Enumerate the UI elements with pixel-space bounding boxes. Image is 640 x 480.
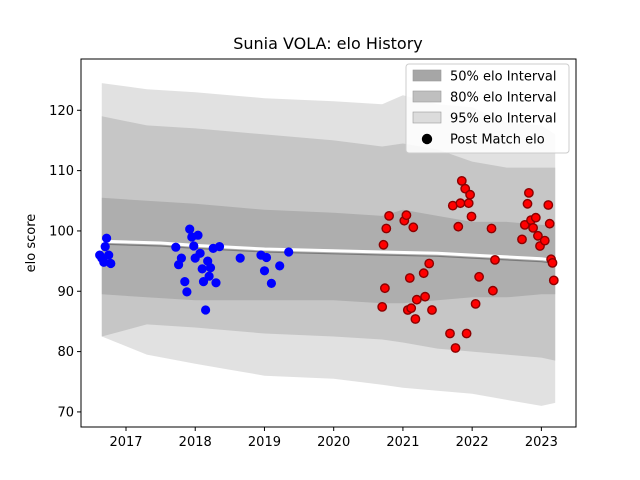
post-match-elo-point <box>522 198 533 209</box>
post-match-elo-point <box>463 198 474 209</box>
x-tick-label: 2017 <box>109 435 142 450</box>
post-match-elo-point <box>533 230 543 241</box>
post-match-elo-point <box>100 242 110 252</box>
axes: 2017 2018 2019 2020 2021 2022 2023 70 80 90 100 110… <box>49 58 577 450</box>
post-match-elo-point <box>453 221 464 232</box>
post-match-elo-point <box>490 254 500 265</box>
post-match-elo-point <box>378 239 389 250</box>
post-match-elo-point <box>470 298 481 309</box>
post-match-elo-point <box>171 242 181 252</box>
legend-dot <box>421 133 433 145</box>
post-match-elo-point <box>261 252 272 263</box>
post-match-elo-point <box>195 248 205 258</box>
post-match-elo-point <box>418 268 429 279</box>
post-match-elo-point <box>204 271 214 281</box>
legend-swatch <box>412 90 442 103</box>
post-match-elo-point <box>176 253 186 263</box>
legend: 50% elo Interval 80% elo Interval 95% elo … <box>405 63 570 154</box>
post-match-elo-point <box>106 258 116 269</box>
x-tick-label: 2020 <box>317 435 350 450</box>
post-match-elo-point <box>524 187 534 198</box>
post-match-elo-point <box>465 189 475 200</box>
post-match-elo-point <box>379 283 390 294</box>
plot-area <box>95 83 559 406</box>
post-match-elo-point <box>450 343 461 353</box>
post-match-elo-point <box>214 242 225 252</box>
post-match-elo-point <box>408 222 419 233</box>
legend-label: 80% elo Interval <box>450 91 557 106</box>
y-tick-label: 110 <box>49 164 74 179</box>
y-tick-label: 90 <box>57 285 74 300</box>
legend-label: Post Match elo <box>450 133 545 148</box>
post-match-elo-point <box>528 222 538 233</box>
post-match-elo-point <box>211 278 221 288</box>
y-tick-label: 70 <box>57 405 74 420</box>
x-tick-label: 2022 <box>456 435 489 450</box>
x-tick-label: 2023 <box>525 435 558 450</box>
post-match-elo-point <box>189 241 199 251</box>
post-match-elo-point <box>235 253 245 263</box>
post-match-elo-point <box>486 223 497 234</box>
post-match-elo-point <box>420 291 430 302</box>
post-match-elo-point <box>466 211 477 222</box>
post-match-elo-point <box>548 275 559 286</box>
axes-frame <box>80 58 577 428</box>
elo-trend-line <box>101 239 556 262</box>
post-match-elo-point <box>259 266 270 276</box>
x-tick-label: 2018 <box>179 435 212 450</box>
elo-trend-shadow <box>101 243 556 265</box>
legend-label: 95% elo Interval <box>450 112 557 127</box>
chart-title: Sunia VOLA: elo History <box>233 34 423 53</box>
y-tick-label: 120 <box>49 104 74 119</box>
post-match-elo-point <box>182 287 192 297</box>
y-tick-label: 80 <box>57 345 74 360</box>
post-match-elo-point <box>193 230 203 240</box>
post-match-elo-point <box>381 223 392 234</box>
x-tick-label: 2021 <box>386 435 419 450</box>
post-match-elo-point <box>530 212 541 223</box>
post-match-elo-point <box>377 301 388 312</box>
post-match-elo-point <box>197 264 207 274</box>
post-match-elo-point <box>410 314 421 324</box>
legend-swatch <box>412 111 442 124</box>
post-match-elo-point <box>424 258 435 269</box>
legend-swatch <box>412 69 442 82</box>
post-match-elo-point <box>198 276 209 287</box>
post-match-elo-point <box>461 328 472 339</box>
post-match-elo-point <box>180 276 190 287</box>
post-match-elo-point <box>404 273 415 283</box>
post-match-elo-point <box>205 263 216 273</box>
post-match-elo-point <box>102 233 112 243</box>
y-tick-label: 100 <box>49 224 74 239</box>
y-axis-label: elo score <box>24 214 39 273</box>
legend-box <box>405 63 570 154</box>
x-tick-label: 2019 <box>248 435 281 450</box>
post-match-elo-point <box>406 303 417 314</box>
post-match-elo-point <box>411 294 422 305</box>
post-match-elo-point <box>474 271 484 282</box>
post-match-elo-point <box>284 247 294 257</box>
post-match-elo-point <box>487 285 498 296</box>
post-match-elo-point <box>384 210 394 221</box>
post-match-elo-point <box>445 328 455 339</box>
post-match-elo-point <box>517 234 527 245</box>
post-match-elo-point <box>543 200 554 210</box>
post-match-elo-point <box>544 218 555 229</box>
post-match-elo-point <box>104 250 114 260</box>
post-match-elo-point <box>456 175 467 186</box>
post-match-elo-point <box>401 210 412 221</box>
post-match-elo-point <box>275 261 285 271</box>
post-match-elo-point <box>539 235 550 246</box>
legend-label: 50% elo Interval <box>450 70 557 85</box>
post-match-elo-point <box>455 198 466 209</box>
post-match-elo-point <box>185 224 195 234</box>
post-match-elo-point <box>266 278 276 288</box>
post-match-elo-point <box>519 219 530 230</box>
plot-contents <box>95 83 559 406</box>
post-match-elo-point <box>547 257 558 268</box>
post-match-elo-point <box>427 305 437 315</box>
post-match-elo-point <box>201 305 211 315</box>
